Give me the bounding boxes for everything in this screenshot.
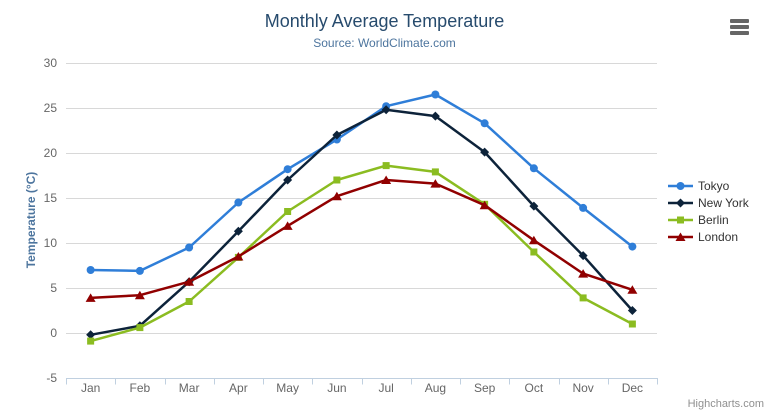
x-axis-label: Aug (425, 381, 446, 395)
x-axis-label: May (276, 381, 299, 395)
chart-title: Monthly Average Temperature (264, 11, 505, 31)
data-point-berlin[interactable] (431, 168, 439, 176)
hamburger-menu-icon (730, 25, 749, 29)
x-axis-label: Jun (327, 381, 346, 395)
legend-symbol-diamond-icon (668, 198, 693, 207)
x-axis-label: Feb (130, 381, 151, 395)
data-point-berlin[interactable] (382, 162, 390, 170)
y-axis-label: 10 (44, 236, 58, 250)
series-line-berlin[interactable] (89, 164, 634, 343)
legend-symbol-circle-icon (668, 181, 693, 190)
data-point-london[interactable] (134, 290, 145, 300)
data-point-tokyo[interactable] (234, 198, 243, 207)
data-point-tokyo[interactable] (135, 266, 144, 275)
data-point-new-york[interactable] (430, 111, 440, 121)
legend-item-new-york[interactable]: New York (668, 194, 749, 211)
data-point-tokyo[interactable] (185, 243, 194, 252)
x-axis-label: Jul (378, 381, 393, 395)
legend-symbol-square-icon (668, 216, 693, 223)
data-point-london[interactable] (627, 285, 638, 294)
data-point-berlin[interactable] (284, 208, 292, 215)
data-point-tokyo[interactable] (628, 242, 637, 251)
legend-marker-new-york (676, 198, 685, 207)
legend-marker-london (675, 232, 686, 241)
chart-subtitle: Source: WorldClimate.com (313, 36, 456, 50)
hamburger-menu-icon (730, 31, 749, 35)
data-point-london[interactable] (85, 293, 96, 302)
x-axis-label: Sep (474, 381, 496, 395)
y-axis-label: 5 (50, 281, 57, 295)
data-point-london[interactable] (184, 277, 195, 286)
legend-item-tokyo[interactable]: Tokyo (668, 177, 749, 194)
data-point-new-york[interactable] (529, 201, 539, 211)
legend-symbol-triangle-icon (668, 232, 693, 241)
data-point-berlin[interactable] (530, 248, 538, 256)
x-axis-label: Oct (525, 381, 544, 395)
legend-label: London (698, 229, 739, 244)
data-point-new-york[interactable] (627, 306, 637, 315)
context-menu-button[interactable] (730, 19, 750, 35)
data-point-tokyo[interactable] (529, 164, 538, 173)
data-point-london[interactable] (233, 252, 244, 261)
data-point-london[interactable] (528, 235, 539, 245)
legend-item-london[interactable]: London (668, 228, 749, 245)
legend-item-berlin[interactable]: Berlin (668, 211, 749, 228)
series-line-new-york[interactable] (89, 108, 634, 337)
y-axis-label: 0 (50, 326, 57, 340)
data-point-new-york[interactable] (480, 147, 490, 157)
legend-marker-tokyo (676, 181, 685, 190)
data-point-tokyo[interactable] (283, 165, 292, 174)
data-point-new-york[interactable] (233, 226, 243, 236)
x-axis-label: Apr (229, 381, 248, 395)
x-axis-label: Nov (572, 381, 593, 395)
data-point-london[interactable] (578, 269, 589, 278)
data-point-berlin[interactable] (333, 176, 341, 184)
legend-marker-berlin (677, 216, 684, 223)
series-line-tokyo[interactable] (89, 93, 634, 273)
series-line-london[interactable] (89, 178, 634, 300)
data-point-london[interactable] (430, 179, 441, 188)
data-point-berlin[interactable] (87, 337, 95, 345)
y-axis-label: 20 (44, 146, 58, 160)
x-axis-label: Mar (179, 381, 200, 395)
x-axis-label: Dec (622, 381, 643, 395)
legend-label: New York (698, 195, 749, 210)
credits-link[interactable]: Highcharts.com (687, 398, 764, 410)
data-point-berlin[interactable] (628, 320, 636, 328)
data-point-new-york[interactable] (578, 251, 588, 261)
data-point-new-york[interactable] (332, 130, 342, 140)
x-axis-label: Jan (81, 381, 100, 395)
legend-label: Tokyo (698, 178, 730, 193)
y-axis-label: 25 (44, 101, 58, 115)
data-point-tokyo[interactable] (480, 119, 489, 128)
y-axis-label: 15 (44, 191, 58, 205)
data-point-berlin[interactable] (185, 298, 193, 305)
data-point-london[interactable] (282, 221, 293, 230)
data-point-berlin[interactable] (136, 324, 144, 332)
data-point-london[interactable] (479, 200, 490, 210)
data-point-new-york[interactable] (86, 330, 96, 340)
legend-label: Berlin (698, 212, 729, 227)
y-axis-label: -5 (46, 371, 57, 385)
data-point-new-york[interactable] (381, 105, 391, 115)
data-point-tokyo[interactable] (431, 90, 440, 99)
data-point-berlin[interactable] (579, 294, 587, 302)
legend: Tokyo New York Berlin London (668, 177, 749, 245)
data-point-london[interactable] (381, 175, 392, 185)
data-point-tokyo[interactable] (579, 203, 588, 212)
hamburger-menu-icon (730, 19, 749, 23)
data-point-tokyo[interactable] (86, 266, 95, 274)
data-point-new-york[interactable] (283, 175, 293, 185)
data-point-london[interactable] (331, 191, 342, 201)
y-axis-label: 30 (44, 56, 58, 70)
